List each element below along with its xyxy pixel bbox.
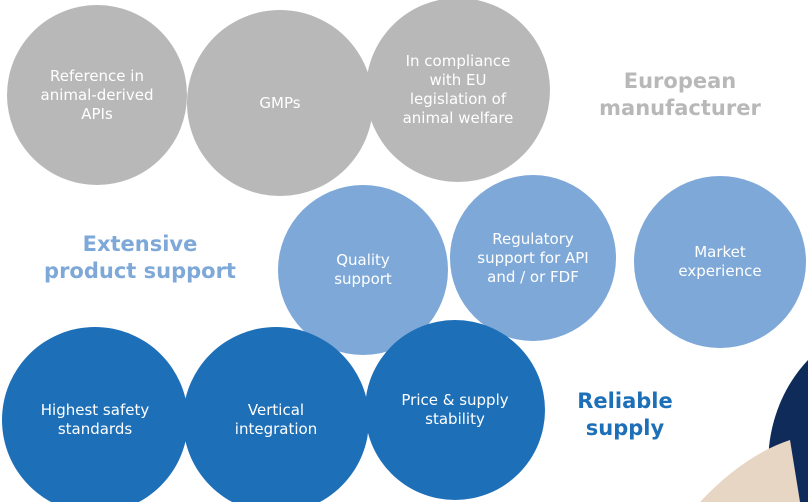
text-line: animal-derived xyxy=(41,86,154,105)
circle-item: GMPs xyxy=(187,10,373,196)
text-line: Highest safety xyxy=(41,401,149,420)
text-line: Price & supply xyxy=(401,391,508,410)
photo-edge xyxy=(700,440,800,502)
text-line: Reference in xyxy=(50,67,144,86)
text-line: supply xyxy=(577,415,672,442)
text-line: and / or FDF xyxy=(487,268,579,287)
text-line: support for API xyxy=(477,249,588,268)
text-line: European xyxy=(599,68,761,95)
text-line: APIs xyxy=(81,105,113,124)
text-line: Regulatory xyxy=(492,230,573,249)
text-line: Market xyxy=(694,243,746,262)
text-line: In compliance xyxy=(406,52,511,71)
text-line: manufacturer xyxy=(599,95,761,122)
text-line: experience xyxy=(678,262,761,281)
text-line: support xyxy=(334,270,392,289)
text-line: with EU xyxy=(429,71,486,90)
text-line: Extensive xyxy=(44,231,236,258)
infographic: Reference inanimal-derivedAPIs GMPs In com… xyxy=(0,0,808,502)
text-line: GMPs xyxy=(259,94,300,113)
text-line: integration xyxy=(235,420,317,439)
text-line: Reliable xyxy=(577,388,672,415)
text-line: Quality xyxy=(336,251,390,270)
text-line: standards xyxy=(58,420,132,439)
text-line: stability xyxy=(425,410,485,429)
text-line: legislation of xyxy=(410,90,506,109)
text-line: animal welfare xyxy=(403,109,514,128)
text-line: Vertical xyxy=(248,401,304,420)
text-line: product support xyxy=(44,258,236,285)
